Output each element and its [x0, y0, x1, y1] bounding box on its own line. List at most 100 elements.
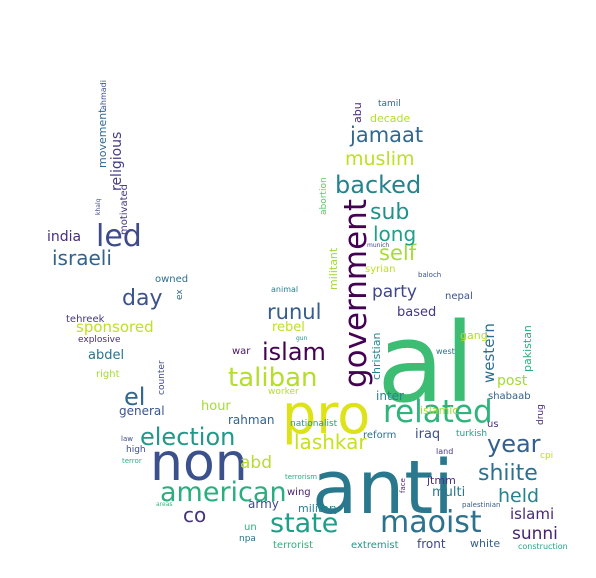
word-turkish: turkish: [456, 429, 488, 439]
word-sub: sub: [370, 200, 410, 225]
word-extremist: extremist: [351, 540, 399, 551]
word-construction: construction: [518, 542, 568, 551]
word-baloch: baloch: [418, 271, 442, 279]
word-inter: inter: [376, 389, 404, 403]
word-abortion: abortion: [319, 177, 329, 215]
word-held: held: [498, 485, 540, 507]
word-rebel: rebel: [272, 320, 305, 335]
word-hour: hour: [201, 399, 231, 414]
word-terrorism: terrorism: [285, 473, 318, 481]
word-islam: islam: [262, 338, 326, 366]
word-long: long: [373, 222, 417, 246]
word-land: land: [436, 447, 454, 456]
word-lashkar: lashkar: [294, 430, 367, 454]
word-al: al: [377, 299, 475, 427]
word-tehreek: tehreek: [66, 314, 105, 325]
word-india: india: [47, 229, 82, 245]
word-sponsored: sponsored: [76, 318, 154, 336]
word-led: led: [96, 219, 142, 254]
word-law: law: [121, 435, 133, 443]
word-right: right: [96, 369, 120, 380]
word-munich: munich: [367, 242, 390, 249]
word-religious: religious: [109, 131, 125, 191]
word-iraq: iraq: [415, 427, 441, 442]
word-anti: anti: [312, 445, 454, 531]
word-based: based: [397, 305, 437, 320]
word-non: non: [150, 433, 248, 493]
word-cpi: cpi: [540, 451, 554, 461]
word-shabaab: shabaab: [488, 391, 531, 402]
word-high: high: [126, 445, 146, 455]
word-face: face: [399, 478, 407, 493]
word-nepal: nepal: [445, 291, 473, 302]
word-military: military: [298, 502, 340, 515]
word-related: related: [383, 394, 493, 430]
word-runul: runul: [267, 300, 322, 324]
word-war: war: [232, 346, 251, 357]
word-khalq: khalq: [95, 198, 102, 215]
word-terrorist: terrorist: [273, 540, 314, 551]
word-abdel: abdel: [88, 348, 125, 363]
word-post: post: [497, 373, 528, 389]
word-party: party: [372, 282, 417, 302]
word-maoist: maoist: [380, 505, 482, 540]
word-reform: reform: [363, 430, 397, 441]
word-ahmadi: ahmadi: [99, 80, 108, 110]
word-abu: abu: [351, 102, 364, 123]
word-decade: decade: [370, 112, 411, 125]
word-syrian: syrian: [365, 264, 396, 275]
word-terror: terror: [122, 457, 142, 465]
word-army: army: [248, 497, 279, 511]
word-sunni: sunni: [512, 524, 558, 544]
word-rahman: rahman: [228, 413, 275, 427]
word-movement: movement: [96, 108, 109, 169]
word-shiite: shiite: [478, 461, 538, 486]
word-self: self: [379, 241, 417, 265]
word-ex: ex: [175, 289, 185, 300]
word-backed: backed: [335, 171, 422, 199]
word-motivated: motivated: [119, 183, 130, 235]
word-owned: owned: [155, 274, 189, 285]
word-co: co: [183, 503, 207, 527]
word-nationalist: nationalist: [290, 419, 338, 429]
word-muslim: muslim: [345, 148, 415, 170]
word-front: front: [417, 537, 446, 551]
word-militant: militant: [327, 247, 340, 290]
word-worker: worker: [268, 387, 299, 397]
word-animal: animal: [271, 285, 299, 294]
word-areas: areas: [156, 501, 173, 508]
word-us: us: [487, 419, 499, 430]
word-multi: multi: [432, 485, 466, 500]
word-wing: wing: [287, 487, 311, 498]
word-american: american: [160, 477, 287, 508]
word-west: west: [436, 347, 455, 356]
word-el: el: [124, 383, 146, 411]
word-general: general: [119, 404, 165, 418]
word-gun: gun: [296, 335, 308, 342]
word-jtmm: jtmm: [427, 474, 456, 487]
word-gang: gang: [460, 329, 488, 342]
word-un: un: [244, 522, 257, 533]
word-islamic: islamic: [420, 404, 459, 417]
word-palestinian: palestinian: [462, 501, 501, 509]
word-day: day: [122, 286, 163, 311]
word-christian: christian: [370, 332, 383, 380]
word-abd: abd: [240, 453, 272, 473]
word-israeli: israeli: [52, 246, 112, 270]
word-election: election: [140, 423, 236, 451]
word-counter: counter: [157, 360, 167, 395]
word-explosive: explosive: [78, 335, 121, 345]
word-pro: pro: [282, 383, 371, 446]
word-government: government: [338, 199, 374, 388]
word-state: state: [270, 508, 339, 539]
word-tamil: tamil: [378, 99, 401, 109]
word-islami: islami: [510, 505, 555, 523]
word-white: white: [470, 537, 501, 550]
word-npa: npa: [239, 534, 256, 544]
word-jamaat: jamaat: [350, 123, 424, 147]
word-pakistan: pakistan: [521, 325, 534, 372]
word-taliban: taliban: [228, 363, 318, 393]
word-drug: drug: [536, 404, 546, 425]
word-year: year: [487, 430, 541, 458]
